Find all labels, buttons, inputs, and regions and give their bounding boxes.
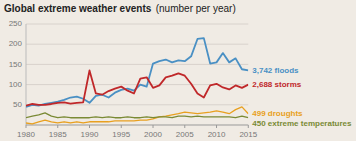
x-tick-label: 1995 <box>112 130 130 139</box>
series-line <box>26 113 248 118</box>
x-tick <box>26 125 27 128</box>
series-label: 2,688 storms <box>252 80 301 89</box>
x-tick <box>248 125 249 128</box>
x-tick-label: 2000 <box>144 130 162 139</box>
x-tick-label: 1990 <box>81 130 99 139</box>
x-tick-label: 2005 <box>176 130 194 139</box>
x-axis-line <box>26 125 248 126</box>
y-tick-label: 250 <box>9 19 23 28</box>
x-tick <box>184 125 185 128</box>
y-tick-label: 100 <box>9 80 23 89</box>
y-tick-label: 50 <box>13 100 22 109</box>
grid-line <box>26 104 248 105</box>
subtitle: (number per year) <box>156 3 236 14</box>
grid-line <box>26 44 248 45</box>
x-tick-label: 2015 <box>239 130 257 139</box>
x-tick <box>57 125 58 128</box>
series-label: 499 droughts <box>252 109 303 118</box>
y-tick-label: 150 <box>9 60 23 69</box>
x-tick <box>153 125 154 128</box>
grid-line <box>26 64 248 65</box>
plot-area <box>26 38 248 124</box>
x-tick <box>89 125 90 128</box>
series-line <box>26 38 248 107</box>
x-tick <box>216 125 217 128</box>
x-tick <box>121 125 122 128</box>
grid-line <box>26 24 248 25</box>
x-tick-label: 1985 <box>49 130 67 139</box>
title: Global extreme weather events <box>4 3 152 14</box>
chart: Global extreme weather events (number per… <box>0 0 356 141</box>
x-tick-label: 1980 <box>17 130 35 139</box>
series-line <box>26 107 248 124</box>
series-line <box>26 70 248 105</box>
series-label: 3,742 floods <box>252 66 299 75</box>
y-tick-label: 200 <box>9 39 23 48</box>
series-label: 450 extreme temperatures <box>252 119 352 128</box>
y-axis-line <box>26 24 27 125</box>
x-tick-label: 2010 <box>208 130 226 139</box>
